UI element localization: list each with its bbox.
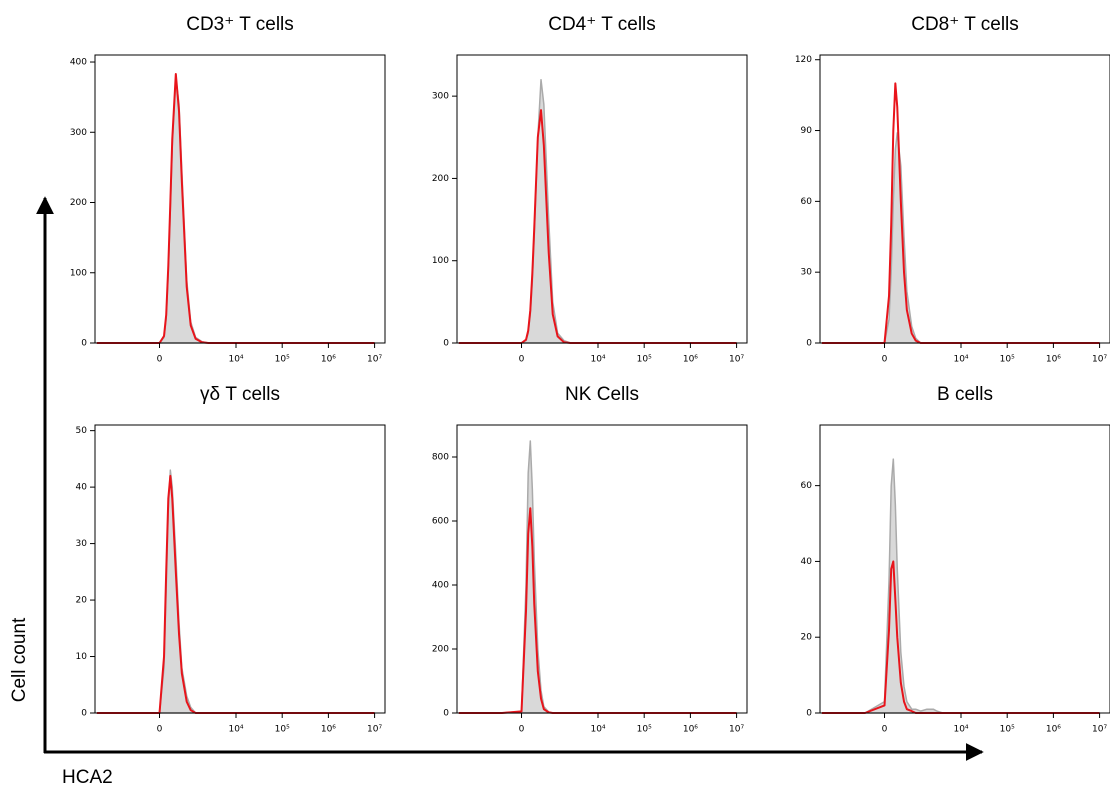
sample-line <box>821 560 1100 714</box>
y-tick-label: 50 <box>76 426 88 436</box>
x-tick-label: 10⁶ <box>1046 355 1061 365</box>
plot-frame <box>819 54 1110 344</box>
control-area <box>821 458 1101 714</box>
y-tick-label: 0 <box>81 339 87 349</box>
panel-title: CD8⁺ T cells <box>911 14 1019 35</box>
x-tick-label: 10⁴ <box>228 725 243 735</box>
x-tick-label: 10⁷ <box>367 725 382 735</box>
y-tick-label: 400 <box>432 581 449 591</box>
x-tick-label: 10⁷ <box>367 355 382 365</box>
y-tick-label: 20 <box>801 633 813 643</box>
x-tick-label: 0 <box>882 355 888 365</box>
y-tick-label: 0 <box>81 709 87 719</box>
x-tick-label: 10⁷ <box>1092 355 1107 365</box>
x-tick-label: 10⁶ <box>321 725 336 735</box>
x-tick-label: 10⁵ <box>637 355 652 365</box>
y-tick-label: 90 <box>801 126 813 136</box>
y-tick-label: 40 <box>801 557 813 567</box>
plot-frame <box>94 54 386 344</box>
panel-title: CD3⁺ T cells <box>186 14 294 35</box>
x-tick-label: 10⁴ <box>228 355 243 365</box>
y-tick-label: 0 <box>806 709 812 719</box>
y-tick-label: 800 <box>432 453 449 463</box>
y-tick-label: 300 <box>70 128 87 138</box>
x-tick-label: 0 <box>157 725 163 735</box>
x-tick-label: 10⁷ <box>1092 725 1107 735</box>
x-tick-label: 10⁶ <box>321 355 336 365</box>
x-tick-label: 10⁷ <box>729 355 744 365</box>
sample-line <box>458 109 737 344</box>
y-tick-label: 100 <box>70 268 87 278</box>
x-tick-label: 10⁴ <box>953 355 968 365</box>
y-axis-title: Cell count <box>9 617 30 702</box>
x-tick-label: 10⁵ <box>275 355 290 365</box>
y-tick-label: 200 <box>432 174 449 184</box>
x-tick-label: 10⁴ <box>953 725 968 735</box>
y-tick-label: 60 <box>801 481 813 491</box>
x-tick-label: 0 <box>519 725 525 735</box>
plot-frame <box>456 424 748 714</box>
y-tick-label: 300 <box>432 92 449 102</box>
sample-line <box>96 474 375 714</box>
x-tick-label: 10⁵ <box>637 725 652 735</box>
x-tick-label: 10⁶ <box>683 725 698 735</box>
y-tick-label: 30 <box>801 268 813 278</box>
x-tick-label: 10⁶ <box>1046 725 1061 735</box>
sample-line <box>821 82 1100 344</box>
panel-title: NK Cells <box>565 384 639 405</box>
y-tick-label: 30 <box>76 539 88 549</box>
plot-frame <box>819 424 1110 714</box>
control-area <box>458 78 738 344</box>
x-tick-label: 0 <box>157 355 163 365</box>
x-tick-label: 10⁵ <box>1000 355 1015 365</box>
y-tick-label: 200 <box>432 645 449 655</box>
y-tick-label: 200 <box>70 198 87 208</box>
x-tick-label: 10⁴ <box>590 725 605 735</box>
y-tick-label: 10 <box>76 652 88 662</box>
y-tick-label: 60 <box>801 197 813 207</box>
x-tick-label: 0 <box>882 725 888 735</box>
panel-title: γδ T cells <box>200 384 280 405</box>
x-axis-title: HCA2 <box>62 767 113 788</box>
x-tick-label: 10⁵ <box>1000 725 1015 735</box>
panel-title: CD4⁺ T cells <box>548 14 656 35</box>
y-tick-label: 120 <box>795 55 812 65</box>
control-area <box>96 76 376 344</box>
y-tick-label: 40 <box>76 483 88 493</box>
sample-line <box>458 507 737 714</box>
y-tick-label: 600 <box>432 517 449 527</box>
x-tick-label: 10⁷ <box>729 725 744 735</box>
control-area <box>96 469 376 714</box>
plot-frame <box>94 424 386 714</box>
y-tick-label: 400 <box>70 58 87 68</box>
plot-frame <box>456 54 748 344</box>
y-tick-label: 0 <box>443 709 449 719</box>
y-tick-label: 100 <box>432 256 449 266</box>
x-tick-label: 10⁵ <box>275 725 290 735</box>
y-tick-label: 0 <box>806 339 812 349</box>
x-tick-label: 0 <box>519 355 525 365</box>
panel-title: B cells <box>937 384 993 405</box>
y-tick-label: 0 <box>443 339 449 349</box>
x-tick-label: 10⁶ <box>683 355 698 365</box>
control-area <box>458 440 738 714</box>
sample-line <box>96 72 375 344</box>
control-area <box>821 132 1101 344</box>
x-tick-label: 10⁴ <box>590 355 605 365</box>
y-tick-label: 20 <box>76 596 88 606</box>
